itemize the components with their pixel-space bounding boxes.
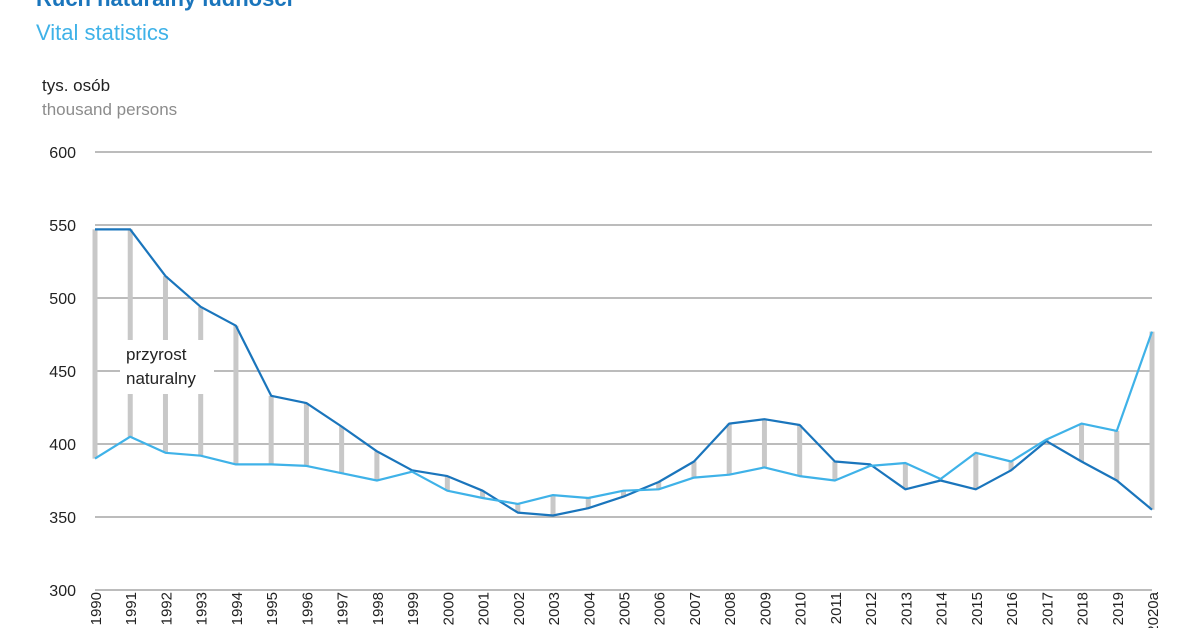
x-tick-label: 2010 xyxy=(793,592,810,625)
y-tick-label: 600 xyxy=(49,145,76,162)
y-tick-label: 500 xyxy=(49,291,76,308)
annotation-label-line2: naturalny xyxy=(126,369,196,388)
x-tick-label: 2014 xyxy=(934,592,951,625)
series-line-births xyxy=(95,228,1153,517)
x-tick-label: 1998 xyxy=(370,592,387,625)
x-tick-label: 2015 xyxy=(969,592,986,625)
x-tick-label: 1993 xyxy=(194,592,211,625)
x-tick-label: 1990 xyxy=(88,592,105,625)
x-tick-label: 2016 xyxy=(1004,592,1021,625)
chart-title-english: Vital statistics xyxy=(36,20,169,45)
unit-label-polish: tys. osób xyxy=(42,76,111,95)
x-tick-label: 2017 xyxy=(1039,592,1056,625)
x-tick-label: 2003 xyxy=(546,592,563,625)
y-tick-label: 300 xyxy=(49,583,76,600)
x-tick-label: 2002 xyxy=(511,592,528,625)
x-tick-label: 2006 xyxy=(652,592,669,625)
x-tick-label: 1999 xyxy=(405,592,422,625)
annotation-label-line1: przyrost xyxy=(126,345,187,364)
series-line-deaths xyxy=(94,331,1154,505)
x-tick-label: 1992 xyxy=(158,592,175,625)
x-tick-label: 2012 xyxy=(863,592,880,625)
annotation-background xyxy=(120,340,214,394)
x-tick-label: 2005 xyxy=(617,592,634,625)
y-tick-label: 550 xyxy=(49,218,76,235)
x-tick-label: 1997 xyxy=(335,592,352,625)
x-tick-label: 2008 xyxy=(722,592,739,625)
x-tick-label: 1994 xyxy=(229,592,246,625)
x-tick-label: 2019 xyxy=(1110,592,1127,625)
y-axis-ticks: 300 350 400 450 500 550 600 xyxy=(49,145,76,600)
x-tick-label: 1991 xyxy=(123,592,140,625)
x-tick-label: 2009 xyxy=(757,592,774,625)
unit-label-english: thousand persons xyxy=(42,100,178,119)
chart-title-polish: Ruch naturalny ludności xyxy=(36,0,293,12)
x-tick-label: 1996 xyxy=(299,592,316,625)
x-tick-label: 2013 xyxy=(898,592,915,625)
y-tick-label: 350 xyxy=(49,510,76,527)
x-tick-label: 2020a xyxy=(1145,591,1162,628)
x-tick-label: 2000 xyxy=(440,592,457,625)
gridlines xyxy=(95,151,1152,591)
y-tick-label: 450 xyxy=(49,364,76,381)
x-tick-label: 2018 xyxy=(1075,592,1092,625)
x-tick-label: 2007 xyxy=(687,592,704,625)
series-lines xyxy=(94,228,1154,517)
natural-increase-bars xyxy=(92,229,1155,516)
y-tick-label: 400 xyxy=(49,437,76,454)
x-tick-label: 2001 xyxy=(476,592,493,625)
x-tick-label: 2004 xyxy=(581,592,598,625)
x-axis-ticks: 1990 1991 1992 1993 1994 1995 1996 1997 1998 1999… xyxy=(88,591,1162,628)
x-tick-label: 1995 xyxy=(264,592,281,625)
x-tick-label: 2011 xyxy=(828,592,845,624)
